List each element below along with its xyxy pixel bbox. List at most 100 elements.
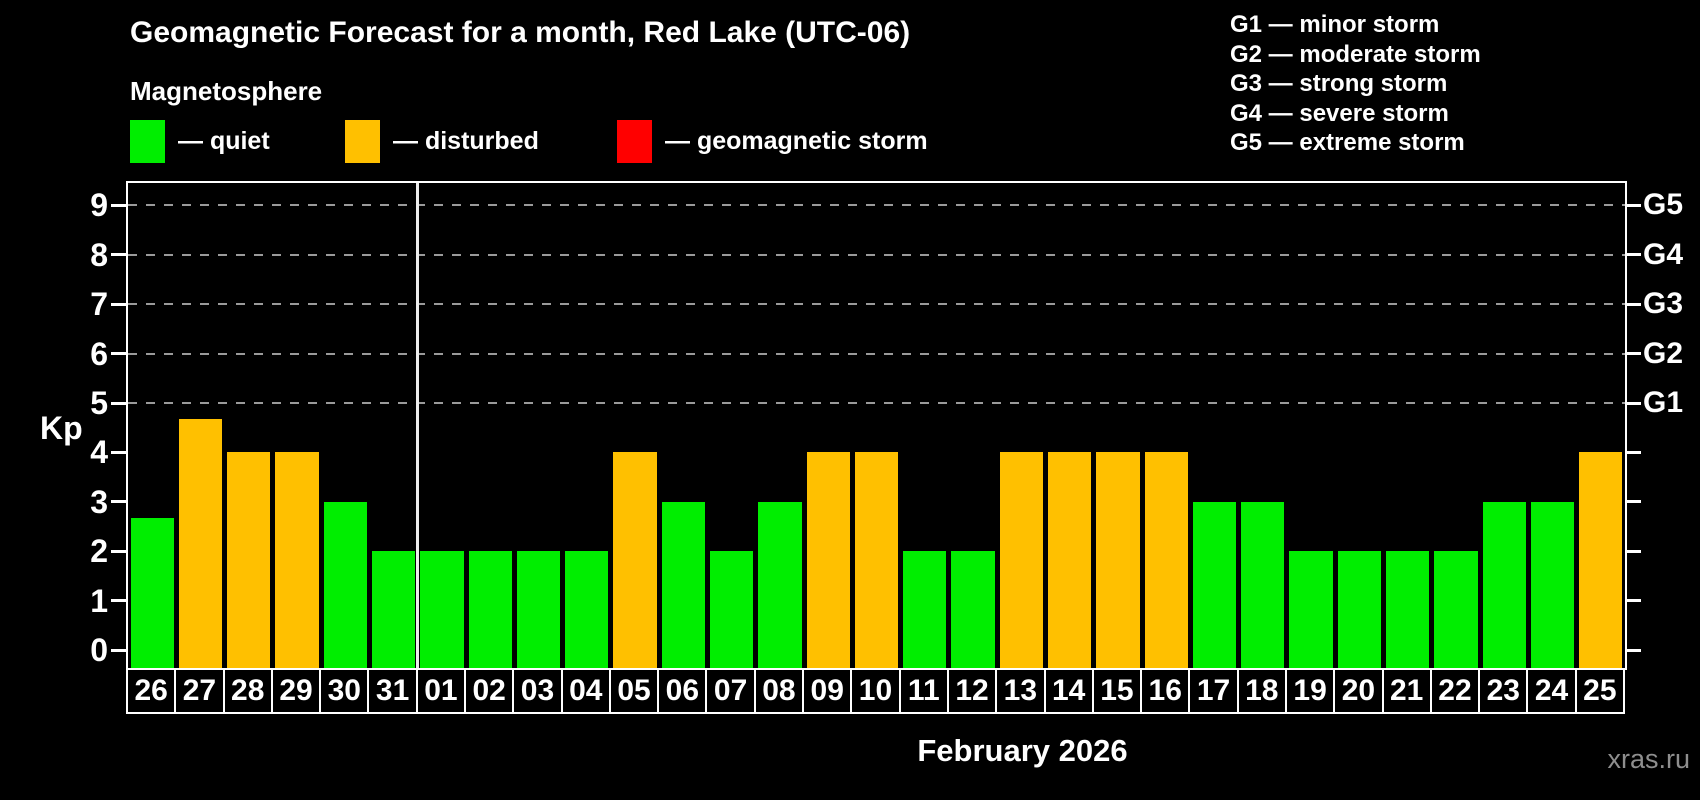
- g-level-label-G1: G1: [1643, 386, 1684, 419]
- day-cell-06: 06: [657, 668, 708, 714]
- day-cell-28: 28: [222, 668, 273, 714]
- g-level-label-G2: G2: [1643, 336, 1684, 370]
- legend-item-label: — quiet: [178, 127, 270, 155]
- gridline-kp-8: [128, 253, 1625, 256]
- day-cell-05: 05: [608, 668, 660, 714]
- day-cell-23: 23: [1478, 668, 1529, 714]
- day-cell-26: 26: [126, 668, 177, 714]
- day-cell-19: 19: [1284, 668, 1336, 714]
- y-tick-label-3: 3: [90, 483, 108, 520]
- kp-bar-day-11: [903, 551, 947, 668]
- day-cell-07: 07: [705, 668, 756, 714]
- day-cell-16: 16: [1140, 668, 1191, 714]
- watermark: xras.ru: [1607, 744, 1690, 774]
- day-cell-24: 24: [1526, 668, 1577, 714]
- kp-bar-day-27: [178, 419, 223, 668]
- g-legend-line-5: G5 — extreme storm: [1230, 129, 1465, 156]
- disturbed-swatch: [345, 120, 380, 163]
- day-cell-31: 31: [367, 668, 418, 714]
- g-legend-line-4: G4 — severe storm: [1230, 99, 1449, 127]
- day-cell-12: 12: [946, 668, 998, 714]
- legend-item-label: — geomagnetic storm: [665, 127, 928, 155]
- kp-bar-day-03: [516, 551, 561, 668]
- gridline-kp-7: [128, 303, 1625, 306]
- kp-bar-day-20: [1337, 551, 1382, 668]
- kp-bar-day-21: [1386, 551, 1430, 668]
- y-tick-label-1: 1: [90, 582, 108, 619]
- chart-title: Geomagnetic Forecast for a month, Red La…: [130, 16, 911, 49]
- kp-bar-day-28: [227, 452, 271, 668]
- y-tick-mark-8: [111, 253, 126, 257]
- right-tick-mark-5: [1627, 401, 1641, 405]
- month-separator: [416, 183, 420, 668]
- day-cell-14: 14: [1043, 668, 1094, 714]
- kp-bar-day-01: [420, 551, 464, 668]
- day-cell-09: 09: [802, 668, 853, 714]
- day-cell-17: 17: [1188, 668, 1239, 714]
- y-tick-label-5: 5: [90, 385, 108, 421]
- kp-bar-day-24: [1530, 501, 1575, 668]
- kp-bar-day-22: [1434, 551, 1478, 668]
- day-cell-21: 21: [1381, 668, 1432, 714]
- g-scale-legend: G1 — minor storm G2 — moderate storm G3 — …: [1230, 10, 1481, 158]
- legend-item-label: — disturbed: [393, 127, 539, 155]
- day-cell-03: 03: [512, 668, 563, 714]
- right-tick-mark-0: [1627, 648, 1641, 652]
- kp-bar-day-09: [806, 452, 850, 668]
- kp-bar-day-30: [323, 501, 367, 668]
- y-tick-mark-0: [111, 648, 126, 652]
- gridline-kp-9: [128, 204, 1625, 207]
- day-cell-15: 15: [1091, 668, 1143, 714]
- kp-bar-day-07: [709, 551, 754, 668]
- right-tick-mark-7: [1627, 302, 1641, 306]
- g-legend-line-3: G3 — strong storm: [1230, 70, 1448, 97]
- y-tick-label-8: 8: [90, 236, 108, 273]
- day-cell-13: 13: [995, 668, 1046, 714]
- right-tick-mark-8: [1627, 253, 1641, 257]
- kp-bar-day-26: [130, 518, 174, 668]
- x-axis-title: February 2026: [917, 733, 1128, 768]
- y-tick-mark-4: [111, 450, 126, 454]
- g-legend-line-2: G2 — moderate storm: [1230, 40, 1481, 68]
- storm-swatch: [617, 120, 652, 163]
- y-tick-label-0: 0: [90, 632, 108, 668]
- kp-bar-day-25: [1579, 452, 1623, 668]
- g-level-label-G3: G3: [1643, 287, 1684, 321]
- kp-bar-day-10: [854, 452, 899, 668]
- y-tick-label-7: 7: [90, 286, 108, 323]
- gridline-kp-5: [128, 402, 1625, 404]
- right-tick-mark-2: [1627, 549, 1641, 553]
- right-tick-mark-4: [1627, 450, 1641, 454]
- day-cell-25: 25: [1574, 668, 1625, 714]
- y-tick-mark-5: [111, 401, 126, 405]
- magnetosphere-label: Magnetosphere: [130, 76, 323, 106]
- g-legend-line-1: G1 — minor storm: [1230, 11, 1440, 38]
- y-tick-mark-9: [111, 203, 126, 207]
- g-level-label-G4: G4: [1643, 237, 1684, 271]
- g-level-label-G5: G5: [1643, 188, 1684, 222]
- day-cell-04: 04: [560, 668, 611, 714]
- kp-bar-day-31: [371, 551, 416, 668]
- kp-bar-day-05: [613, 452, 657, 668]
- plot-area: [126, 181, 1627, 670]
- day-cell-18: 18: [1236, 668, 1287, 714]
- day-cell-01: 01: [415, 668, 467, 714]
- day-cell-02: 02: [464, 668, 515, 714]
- kp-bar-day-06: [661, 501, 705, 668]
- kp-bar-day-08: [758, 501, 802, 668]
- y-tick-mark-1: [111, 599, 126, 603]
- y-tick-label-9: 9: [90, 187, 108, 224]
- kp-bar-day-19: [1289, 551, 1333, 668]
- kp-bar-day-04: [565, 551, 609, 668]
- right-tick-mark-6: [1627, 352, 1641, 356]
- y-axis-title: Kp: [40, 409, 83, 446]
- y-tick-label-6: 6: [90, 335, 108, 372]
- right-tick-mark-9: [1627, 203, 1641, 207]
- kp-bar-day-23: [1482, 501, 1526, 668]
- quiet-swatch: [130, 120, 165, 163]
- kp-bar-day-18: [1241, 501, 1285, 668]
- day-cell-08: 08: [753, 668, 805, 714]
- y-tick-label-4: 4: [90, 434, 108, 471]
- right-tick-mark-1: [1627, 599, 1641, 603]
